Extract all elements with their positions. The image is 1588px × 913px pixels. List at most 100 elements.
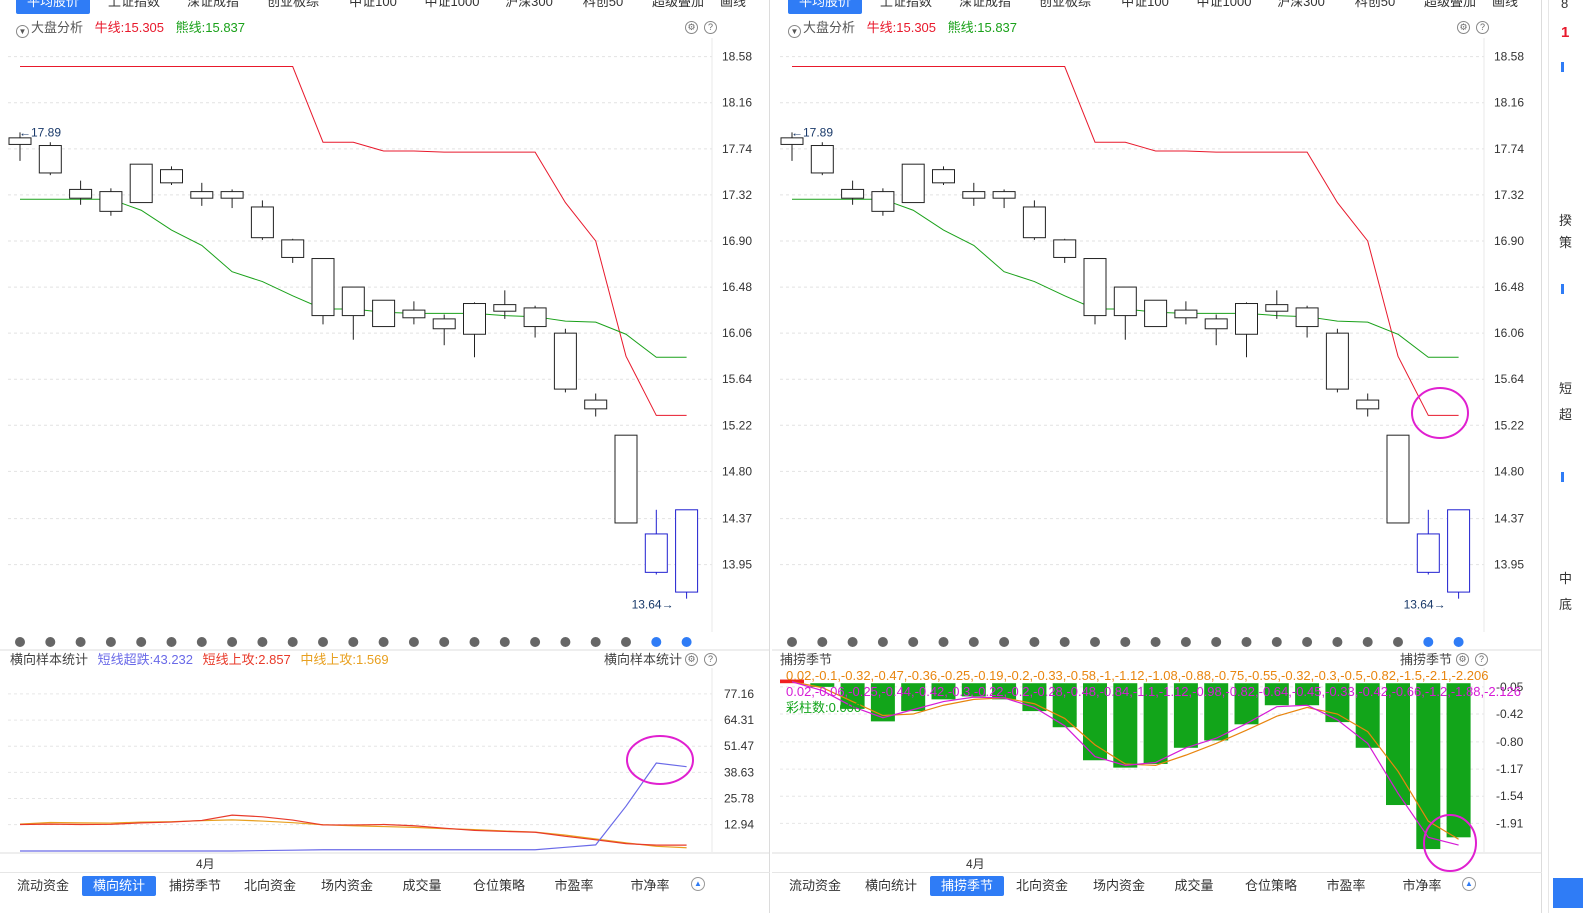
help-icon[interactable]: ?: [704, 653, 717, 666]
pager-dot[interactable]: [1453, 637, 1464, 647]
pager-dot[interactable]: [651, 637, 662, 647]
top-tab[interactable]: 中证100: [1121, 0, 1169, 9]
pager-dot[interactable]: [530, 637, 541, 647]
pager-dot[interactable]: [847, 637, 858, 647]
pager-dot[interactable]: [318, 637, 328, 647]
indicator-tab[interactable]: 北向资金: [1015, 878, 1068, 893]
settings-icon[interactable]: ⚙: [1456, 653, 1469, 666]
strip-button[interactable]: [1553, 878, 1583, 908]
pager-dot[interactable]: [378, 637, 389, 647]
pager-dot[interactable]: [136, 637, 147, 647]
top-tab[interactable]: 中证100: [349, 0, 397, 9]
pager-dot[interactable]: [196, 637, 207, 647]
indicator-tab[interactable]: 市净率: [1402, 878, 1442, 893]
collapse-up-icon[interactable]: ▲: [691, 877, 705, 891]
top-tab[interactable]: 创业板综: [1038, 0, 1091, 9]
pager-dot[interactable]: [45, 637, 56, 647]
pager-dot[interactable]: [469, 637, 480, 647]
pager-dot[interactable]: [75, 637, 86, 647]
settings-icon[interactable]: ⚙: [685, 653, 698, 666]
pager-dot[interactable]: [1423, 637, 1434, 647]
pager-dot[interactable]: [1029, 637, 1040, 647]
pager-dot[interactable]: [1180, 637, 1191, 647]
indicator-tab[interactable]: 横向统计: [82, 876, 156, 896]
top-tab[interactable]: 平均股价: [16, 0, 90, 14]
indicator-tab[interactable]: 场内资金: [1092, 878, 1145, 893]
pager-dot[interactable]: [1362, 637, 1373, 647]
pager-dot[interactable]: [621, 637, 631, 647]
pager-dot[interactable]: [938, 637, 949, 647]
help-icon[interactable]: ?: [1475, 653, 1488, 666]
analysis-dropdown[interactable]: 大盘分析: [31, 20, 84, 35]
pager-dot[interactable]: [499, 637, 510, 647]
indicator-tab[interactable]: 市净率: [630, 878, 670, 893]
pager-dot[interactable]: [166, 637, 177, 647]
analysis-dropdown[interactable]: 大盘分析: [803, 20, 856, 35]
indicator-tab[interactable]: 市盈率: [1326, 878, 1366, 893]
top-tab[interactable]: 超级叠加: [651, 0, 704, 9]
top-tab[interactable]: 科创50: [582, 0, 624, 9]
pager-dot[interactable]: [1150, 637, 1161, 647]
help-icon[interactable]: ?: [1476, 21, 1489, 34]
pager-dot[interactable]: [817, 637, 828, 647]
pager-dot[interactable]: [681, 637, 692, 647]
top-tab[interactable]: 沪深300: [505, 0, 553, 9]
dropdown-toggle-icon[interactable]: ▼: [788, 25, 801, 38]
pager-dot[interactable]: [287, 637, 298, 647]
help-icon[interactable]: ?: [704, 21, 717, 34]
top-tab[interactable]: 画线: [1491, 0, 1518, 9]
indicator-tab[interactable]: 仓位策略: [1244, 878, 1297, 893]
pager-dot[interactable]: [227, 637, 238, 647]
indicator-tab[interactable]: 流动资金: [16, 878, 69, 893]
top-tab[interactable]: 沪深300: [1277, 0, 1325, 9]
top-tab[interactable]: 深证成指: [958, 0, 1011, 9]
pager-dot[interactable]: [439, 637, 450, 647]
top-tab[interactable]: 画线: [719, 0, 746, 9]
pager-dot[interactable]: [877, 637, 888, 647]
indicator-tab[interactable]: 场内资金: [320, 878, 373, 893]
dropdown-toggle-icon[interactable]: ▼: [16, 25, 29, 38]
settings-icon[interactable]: ⚙: [685, 21, 698, 34]
indicator-tab[interactable]: 市盈率: [554, 878, 594, 893]
pager-dot[interactable]: [1211, 637, 1222, 647]
pager-dot[interactable]: [257, 637, 268, 647]
pager-dot[interactable]: [408, 637, 419, 647]
pager-dot[interactable]: [1332, 637, 1343, 647]
pager-dot[interactable]: [105, 637, 116, 647]
top-tab[interactable]: 深证成指: [186, 0, 239, 9]
pager-dot[interactable]: [787, 637, 797, 647]
pager-dot[interactable]: [1302, 637, 1313, 647]
pager-dot[interactable]: [968, 637, 979, 647]
pager-dot[interactable]: [348, 637, 359, 647]
pager-dot[interactable]: [1059, 637, 1070, 647]
indicator-tab[interactable]: 流动资金: [788, 878, 841, 893]
pager-dot[interactable]: [1090, 637, 1100, 647]
top-tab[interactable]: 创业板综: [266, 0, 319, 9]
top-tab[interactable]: 上证指数: [879, 0, 932, 9]
top-tab[interactable]: 平均股价: [788, 0, 862, 14]
collapse-up-icon[interactable]: ▲: [1462, 877, 1476, 891]
top-tab[interactable]: 上证指数: [107, 0, 160, 9]
pager-dot[interactable]: [560, 637, 571, 647]
pager-dot[interactable]: [590, 637, 601, 647]
pager-dot[interactable]: [1241, 637, 1252, 647]
x2-value: 0.02,-0.06,-0.25,-0.44,-0.42,-0.3,-0.22,…: [786, 684, 1521, 699]
top-tab[interactable]: 中证1000: [424, 0, 480, 9]
settings-icon[interactable]: ⚙: [1457, 21, 1470, 34]
indicator-tab[interactable]: 捕捞季节: [168, 878, 221, 893]
indicator-tab[interactable]: 北向资金: [243, 878, 296, 893]
indicator-tab[interactable]: 横向统计: [864, 878, 917, 893]
pager-dot[interactable]: [1393, 637, 1403, 647]
top-tab[interactable]: 中证1000: [1196, 0, 1252, 9]
top-tab[interactable]: 超级叠加: [1423, 0, 1476, 9]
pager-dot[interactable]: [999, 637, 1010, 647]
top-tab[interactable]: 科创50: [1354, 0, 1396, 9]
indicator-tab[interactable]: 仓位策略: [472, 878, 525, 893]
indicator-tab[interactable]: 成交量: [402, 878, 442, 893]
pager-dot[interactable]: [15, 637, 25, 647]
pager-dot[interactable]: [1271, 637, 1282, 647]
pager-dot[interactable]: [1120, 637, 1131, 647]
indicator-tab[interactable]: 成交量: [1174, 878, 1214, 893]
indicator-tab[interactable]: 捕捞季节: [930, 876, 1004, 896]
pager-dot[interactable]: [908, 637, 919, 647]
